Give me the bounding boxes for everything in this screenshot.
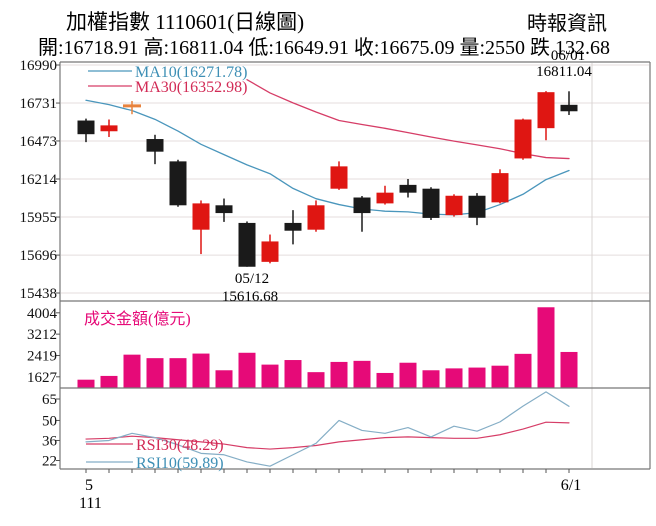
ma10-legend-label: MA10(16271.78) — [135, 64, 247, 81]
candle-body — [215, 205, 233, 214]
volume-bar — [261, 364, 279, 388]
volume-bar — [77, 379, 95, 388]
volume-bar — [468, 367, 486, 388]
candle-body — [514, 119, 532, 159]
x-label-year: 111 — [79, 495, 102, 512]
candle-body — [100, 125, 118, 132]
brand-label: 時報資訊 — [527, 13, 607, 35]
volume-bar — [284, 360, 302, 388]
ohlc-info-line: 開:16718.91 高:16811.04 低:16649.91 收:16675… — [38, 37, 611, 59]
main-y-tick-label: 16990 — [20, 58, 58, 74]
volume-bar — [146, 358, 164, 388]
volume-bar — [307, 372, 325, 388]
volume-bar — [514, 353, 532, 388]
main-y-tick-label: 15696 — [20, 248, 58, 264]
candle-body — [330, 166, 348, 189]
main-y-tick-label: 16473 — [20, 134, 58, 150]
candle-body — [537, 92, 555, 129]
volume-bar — [192, 353, 210, 388]
ma30-legend-label: MA30(16352.98) — [135, 79, 247, 96]
candle-body — [261, 241, 279, 262]
volume-bar — [330, 361, 348, 388]
candle-body — [146, 139, 164, 152]
candle-body — [376, 192, 394, 204]
ma10-line — [85, 99, 570, 216]
candle-body — [468, 195, 486, 218]
candle-body — [491, 173, 509, 203]
volume-bar — [215, 370, 233, 388]
page-title: 加權指數 1110601(日線圖) — [66, 10, 305, 34]
volume-y-tick-label: 4004 — [27, 306, 58, 322]
x-label-month: 5 — [85, 477, 93, 494]
rsi10-line — [85, 391, 570, 467]
candle-body — [238, 222, 256, 267]
rsi10-legend-label: RSI10(59.89) — [136, 455, 224, 472]
rsi30-legend-label: RSI30(48.29) — [136, 437, 224, 454]
rsi-y-tick-label: 65 — [42, 392, 57, 408]
volume-bar — [422, 370, 440, 388]
high-annotation-date: 06/01 — [551, 48, 585, 64]
x-label-last-date: 6/1 — [561, 477, 581, 494]
candle-body — [353, 197, 371, 214]
candle-body — [169, 161, 187, 206]
volume-bar — [399, 362, 417, 388]
volume-bar — [100, 375, 118, 388]
candle-body — [77, 120, 95, 135]
volume-bar — [123, 354, 141, 388]
candle-body — [399, 184, 417, 193]
volume-y-tick-label: 2419 — [27, 348, 57, 364]
volume-bar — [537, 307, 555, 388]
main-y-tick-label: 16731 — [20, 96, 58, 112]
volume-bar — [445, 368, 463, 388]
candle-body — [307, 205, 325, 230]
volume-bar — [560, 351, 578, 388]
main-y-tick-label: 15438 — [20, 286, 58, 302]
candle-body — [560, 104, 578, 112]
rsi-y-tick-label: 50 — [42, 413, 57, 429]
candle-body — [284, 222, 302, 231]
volume-bar — [238, 352, 256, 388]
volume-y-tick-label: 1627 — [27, 370, 58, 386]
low-annotation-date: 05/12 — [235, 271, 269, 287]
rsi30-line — [85, 421, 570, 450]
candle-body — [422, 188, 440, 218]
high-annotation-value: 16811.04 — [536, 64, 592, 80]
candle-body — [192, 203, 210, 230]
rsi-y-tick-label: 36 — [42, 433, 58, 449]
candle-body — [445, 195, 463, 216]
volume-pane-title: 成交金額(億元) — [84, 310, 191, 328]
low-annotation-value: 15616.68 — [222, 289, 278, 305]
rsi-y-tick-label: 22 — [42, 453, 57, 469]
volume-bar — [353, 360, 371, 388]
main-y-tick-label: 15955 — [20, 210, 58, 226]
main-y-tick-label: 16214 — [20, 172, 58, 188]
volume-bar — [376, 372, 394, 388]
volume-bar — [169, 358, 187, 388]
header: 加權指數 1110601(日線圖) 時報資訊 — [0, 6, 656, 35]
volume-y-tick-label: 3212 — [27, 327, 57, 343]
volume-bar — [491, 365, 509, 388]
